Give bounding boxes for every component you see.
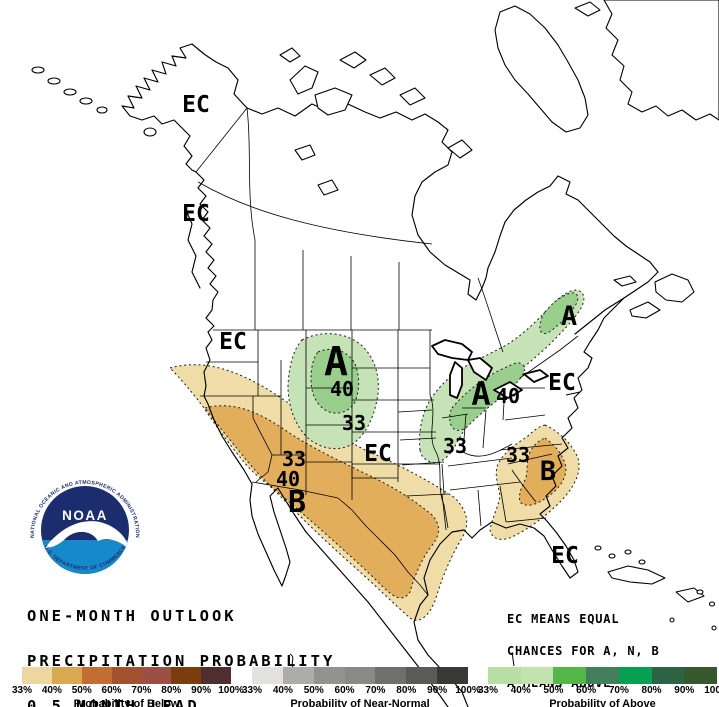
colorbar-segment: [618, 667, 652, 684]
noaa-bird-icon: [45, 521, 129, 549]
political-borders: [195, 107, 579, 596]
title-line-3: 0.5 MONTH LEAD: [27, 697, 200, 707]
colorbar-segment: [684, 667, 718, 684]
colorbar-segment: [282, 667, 314, 684]
colorbar-tick-label: 40%: [510, 685, 531, 696]
key-line-2: CHANCES FOR A, N, B: [507, 643, 660, 658]
region-above-plains-40: [310, 348, 360, 414]
map-label-33: 33: [506, 443, 530, 467]
key-line-1: EC MEANS EQUAL: [507, 611, 620, 626]
map-label-ec: EC: [182, 201, 210, 227]
colorbar-above-caption: Probability of Above: [549, 698, 656, 707]
colorbar-segment: [141, 667, 172, 684]
colorbar-tick-label: 33%: [11, 685, 33, 696]
islands: [31, 0, 719, 631]
colorbar-tick-label: 60%: [576, 685, 597, 696]
colorbar-segment: [437, 667, 469, 684]
map-label-ec: EC: [364, 441, 392, 467]
colorbar-tick-label: 60%: [101, 685, 122, 696]
colorbar-segment: [586, 667, 619, 684]
colorbar-tick-label: 40%: [41, 685, 62, 696]
map-label-b: B: [540, 456, 556, 487]
great-lakes: [431, 339, 549, 399]
colorbar-segment: [651, 667, 685, 684]
colorbar-tick-label: 33%: [241, 685, 263, 696]
map-label-ec: EC: [551, 543, 579, 569]
map-label-40: 40: [496, 384, 520, 408]
colorbar-tick-label: 80%: [161, 685, 182, 696]
map-label-b: B: [288, 485, 306, 520]
colorbar-tick-label: 33%: [477, 685, 499, 696]
map-label-ec: EC: [219, 329, 247, 355]
colorbar-tick-label: 90%: [191, 685, 212, 696]
colorbar-segment: [201, 667, 232, 684]
map-label-ec: EC: [182, 92, 210, 118]
colorbar-tick-label: 60%: [334, 685, 355, 696]
map-label-a: A: [561, 301, 577, 332]
colorbar-near-normal: 33% 40% 50% 60% 70% 80% 90% 100% Probability of…: [242, 667, 481, 707]
title-line-1: ONE-MONTH OUTLOOK: [27, 607, 237, 625]
region-above-maine-40: [539, 292, 579, 334]
colorbar-tick-label: 90%: [674, 685, 695, 696]
colorbar-segment: [252, 667, 283, 684]
colorbar-segment: [375, 667, 407, 684]
title-line-2: PRECIPITATION PROBABILITY: [27, 652, 336, 670]
colorbar-near-normal-ticks: 33% 40% 50% 60% 70% 80% 90% 100%: [242, 685, 481, 696]
colorbar-tick-label: 70%: [131, 685, 152, 696]
map-label-a: A: [471, 375, 490, 413]
colorbar-segment: [171, 667, 202, 684]
colorbar-tick-label: 100%: [704, 685, 719, 696]
colorbar-near-normal-caption: Probability of Near-Normal: [290, 698, 430, 707]
coastlines: [121, 43, 659, 707]
colorbar-tick-label: 100%: [218, 685, 244, 696]
colorbar-tick-label: 70%: [608, 685, 629, 696]
colorbar-segment: [51, 667, 82, 684]
noaa-logo: NOAA NATIONAL OCEANIC AND ATMOSPHERIC AD…: [28, 473, 142, 587]
colorbar-tick-label: 50%: [303, 685, 324, 696]
map-label-33: 33: [342, 411, 366, 435]
colorbar-below: 33% 40% 50% 60% 70% 80% 90% 100% Probability of…: [12, 667, 244, 707]
colorbar-tick-label: 70%: [365, 685, 386, 696]
colorbar-below-caption: Probability of Below: [73, 698, 180, 707]
colorbar-below-ticks: 33% 40% 50% 60% 70% 80% 90% 100%: [12, 685, 244, 696]
colorbar-segment: [22, 667, 52, 684]
title-block: ONE-MONTH OUTLOOK PRECIPITATION PROBABIL…: [27, 579, 335, 707]
colorbar-above: 33% 40% 50% 60% 70% 80% 90% 100% Probability of…: [478, 667, 719, 707]
map-label-a: A: [324, 339, 348, 385]
colorbar-segment: [344, 667, 376, 684]
colorbar-tick-label: 90%: [427, 685, 448, 696]
region-below-southwest-40: [204, 405, 439, 599]
colorbar-segment: [553, 667, 587, 684]
map-label-33: 33: [282, 447, 306, 471]
colorbar-tick-label: 80%: [396, 685, 417, 696]
colorbar-segment: [520, 667, 554, 684]
colorbar-above-segments: [488, 667, 718, 684]
outlook-regions: [169, 289, 585, 621]
colorbar-segment: [313, 667, 345, 684]
map-label-40: 40: [276, 467, 300, 491]
colorbar-tick-label: 100%: [455, 685, 481, 696]
colorbar-tick-label: 80%: [641, 685, 662, 696]
noaa-logo-wordmark: NOAA: [62, 508, 108, 523]
colorbar-tick-label: 50%: [543, 685, 564, 696]
colorbar-segment: [406, 667, 438, 684]
colorbar-segment: [111, 667, 142, 684]
colorbar-segment: [488, 667, 521, 684]
colorbar-tick-label: 40%: [272, 685, 293, 696]
map-label-33: 33: [443, 434, 467, 458]
map-label-ec: EC: [548, 370, 576, 396]
colorbar-segment: [81, 667, 112, 684]
colorbar-near-normal-segments: [252, 667, 469, 684]
map-label-40: 40: [330, 377, 354, 401]
colorbar-below-segments: [22, 667, 232, 684]
colorbar-above-ticks: 33% 40% 50% 60% 70% 80% 90% 100%: [478, 685, 719, 696]
colorbar-tick-label: 50%: [71, 685, 92, 696]
